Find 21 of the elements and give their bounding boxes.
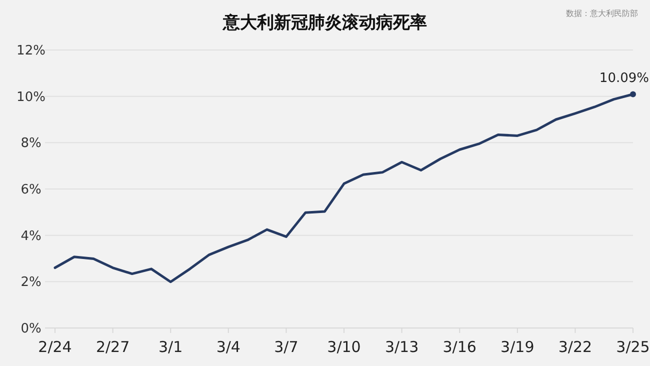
x-tick-label: 2/24 <box>38 338 72 356</box>
y-tick-label: 12% <box>16 44 46 59</box>
x-tick-label: 3/19 <box>500 338 534 356</box>
x-tick-label: 3/7 <box>274 338 298 356</box>
y-tick-label: 10% <box>16 90 46 105</box>
y-tick-label: 2% <box>20 275 42 290</box>
x-tick-label: 3/22 <box>558 338 592 356</box>
text: 数据：意大利民防部 <box>566 9 638 18</box>
annotation: 10.09% <box>599 71 649 86</box>
x-tick-label: 3/4 <box>216 338 240 356</box>
x-tick-label: 2/27 <box>96 338 130 356</box>
x-tick-label: 3/13 <box>384 338 419 356</box>
x-tick-label: 3/1 <box>158 338 183 356</box>
y-tick-label: 4% <box>20 228 42 244</box>
chart-title: 意大利新冠肺炎滚动病死率 <box>222 13 427 33</box>
y-tick-label: 6% <box>20 182 42 198</box>
x-tick-label: 3/25 <box>616 338 650 356</box>
x-tick-label: 3/16 <box>442 338 476 356</box>
y-tick-label: 0% <box>20 322 42 337</box>
x-tick-label: 3/10 <box>327 338 361 356</box>
y-tick-label: 8% <box>20 136 42 152</box>
